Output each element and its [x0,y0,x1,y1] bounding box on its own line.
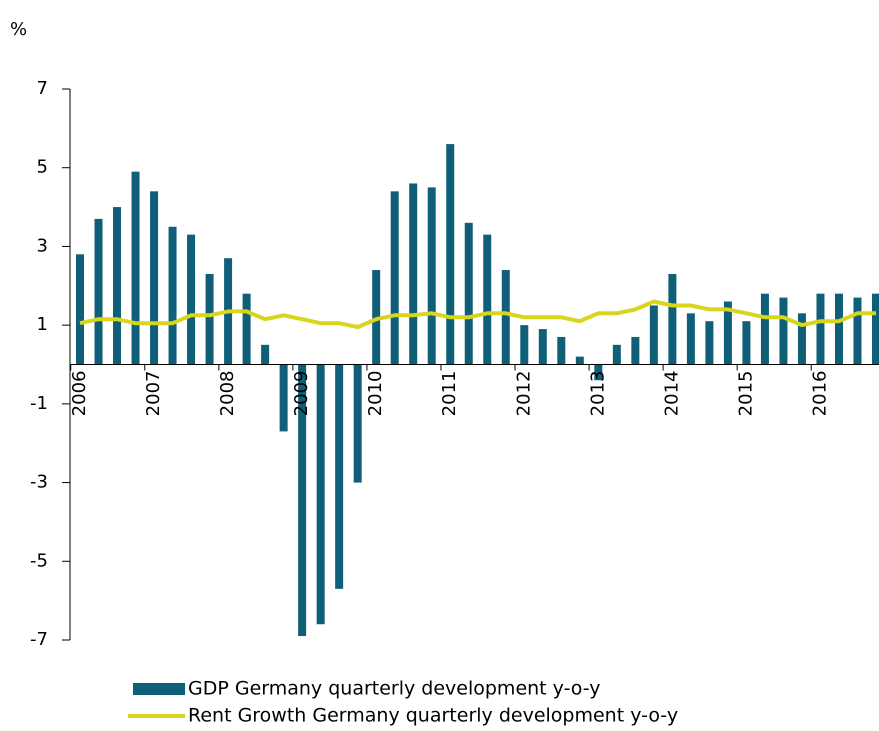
y-tick-label: 1 [37,314,48,335]
bar [446,144,455,365]
bar [409,183,418,365]
bar [705,321,714,365]
bar [335,364,344,589]
x-tick-label: 2010 [365,371,386,417]
bar [686,313,695,365]
bar [872,293,879,365]
legend: GDP Germany quarterly development y-o-y R… [128,678,678,727]
y-tick-label: 3 [37,235,48,256]
y-tick-label: -3 [30,472,48,493]
bar [316,364,325,625]
bar [538,329,547,365]
bar [853,297,862,365]
x-tick-label: 2011 [439,371,460,417]
bar [797,313,806,365]
legend-label: Rent Growth Germany quarterly developmen… [188,705,678,727]
bar [187,234,196,365]
bar [779,297,788,365]
bar [168,226,177,365]
bar [353,364,362,483]
bar [390,191,399,365]
y-tick-label: -1 [30,393,48,414]
bar [427,187,436,365]
bar [649,305,658,365]
x-tick-label: 2013 [587,371,608,417]
bar [742,321,751,365]
bar [113,207,122,365]
x-tick-label: 2008 [217,371,238,417]
bar [501,270,510,365]
bar [816,293,825,365]
x-tick-label: 2006 [69,371,90,417]
legend-swatch [133,683,185,695]
x-tick-label: 2016 [809,371,830,417]
line [79,299,876,330]
bar [612,344,621,365]
bar [575,356,584,365]
bar [279,364,288,432]
y-tick-label: 7 [37,78,48,99]
unit-label: % [10,19,27,40]
bar [834,293,843,365]
bar [631,336,640,365]
bar [76,254,84,365]
bar [242,293,251,365]
bar [760,293,769,365]
bar [594,364,603,381]
bar [150,191,159,365]
bar [557,336,566,365]
y-tick-label: -5 [30,550,48,571]
bar [483,234,492,365]
y-tick-label: 5 [37,157,48,178]
x-tick-label: 2009 [291,371,312,417]
x-tick-label: 2014 [661,371,682,417]
bar [464,222,473,365]
x-tick-label: 2015 [735,371,756,417]
bar [298,364,307,637]
bar [94,218,103,365]
x-tick-label: 2007 [143,371,164,417]
legend-label: GDP Germany quarterly development y-o-y [188,678,601,700]
bar [668,273,677,365]
bar [520,325,529,365]
bar [261,344,270,365]
bar [205,273,214,365]
x-tick-label: 2012 [513,371,534,417]
y-tick-label: -7 [30,629,48,650]
bar [131,171,140,365]
bar [723,301,732,365]
